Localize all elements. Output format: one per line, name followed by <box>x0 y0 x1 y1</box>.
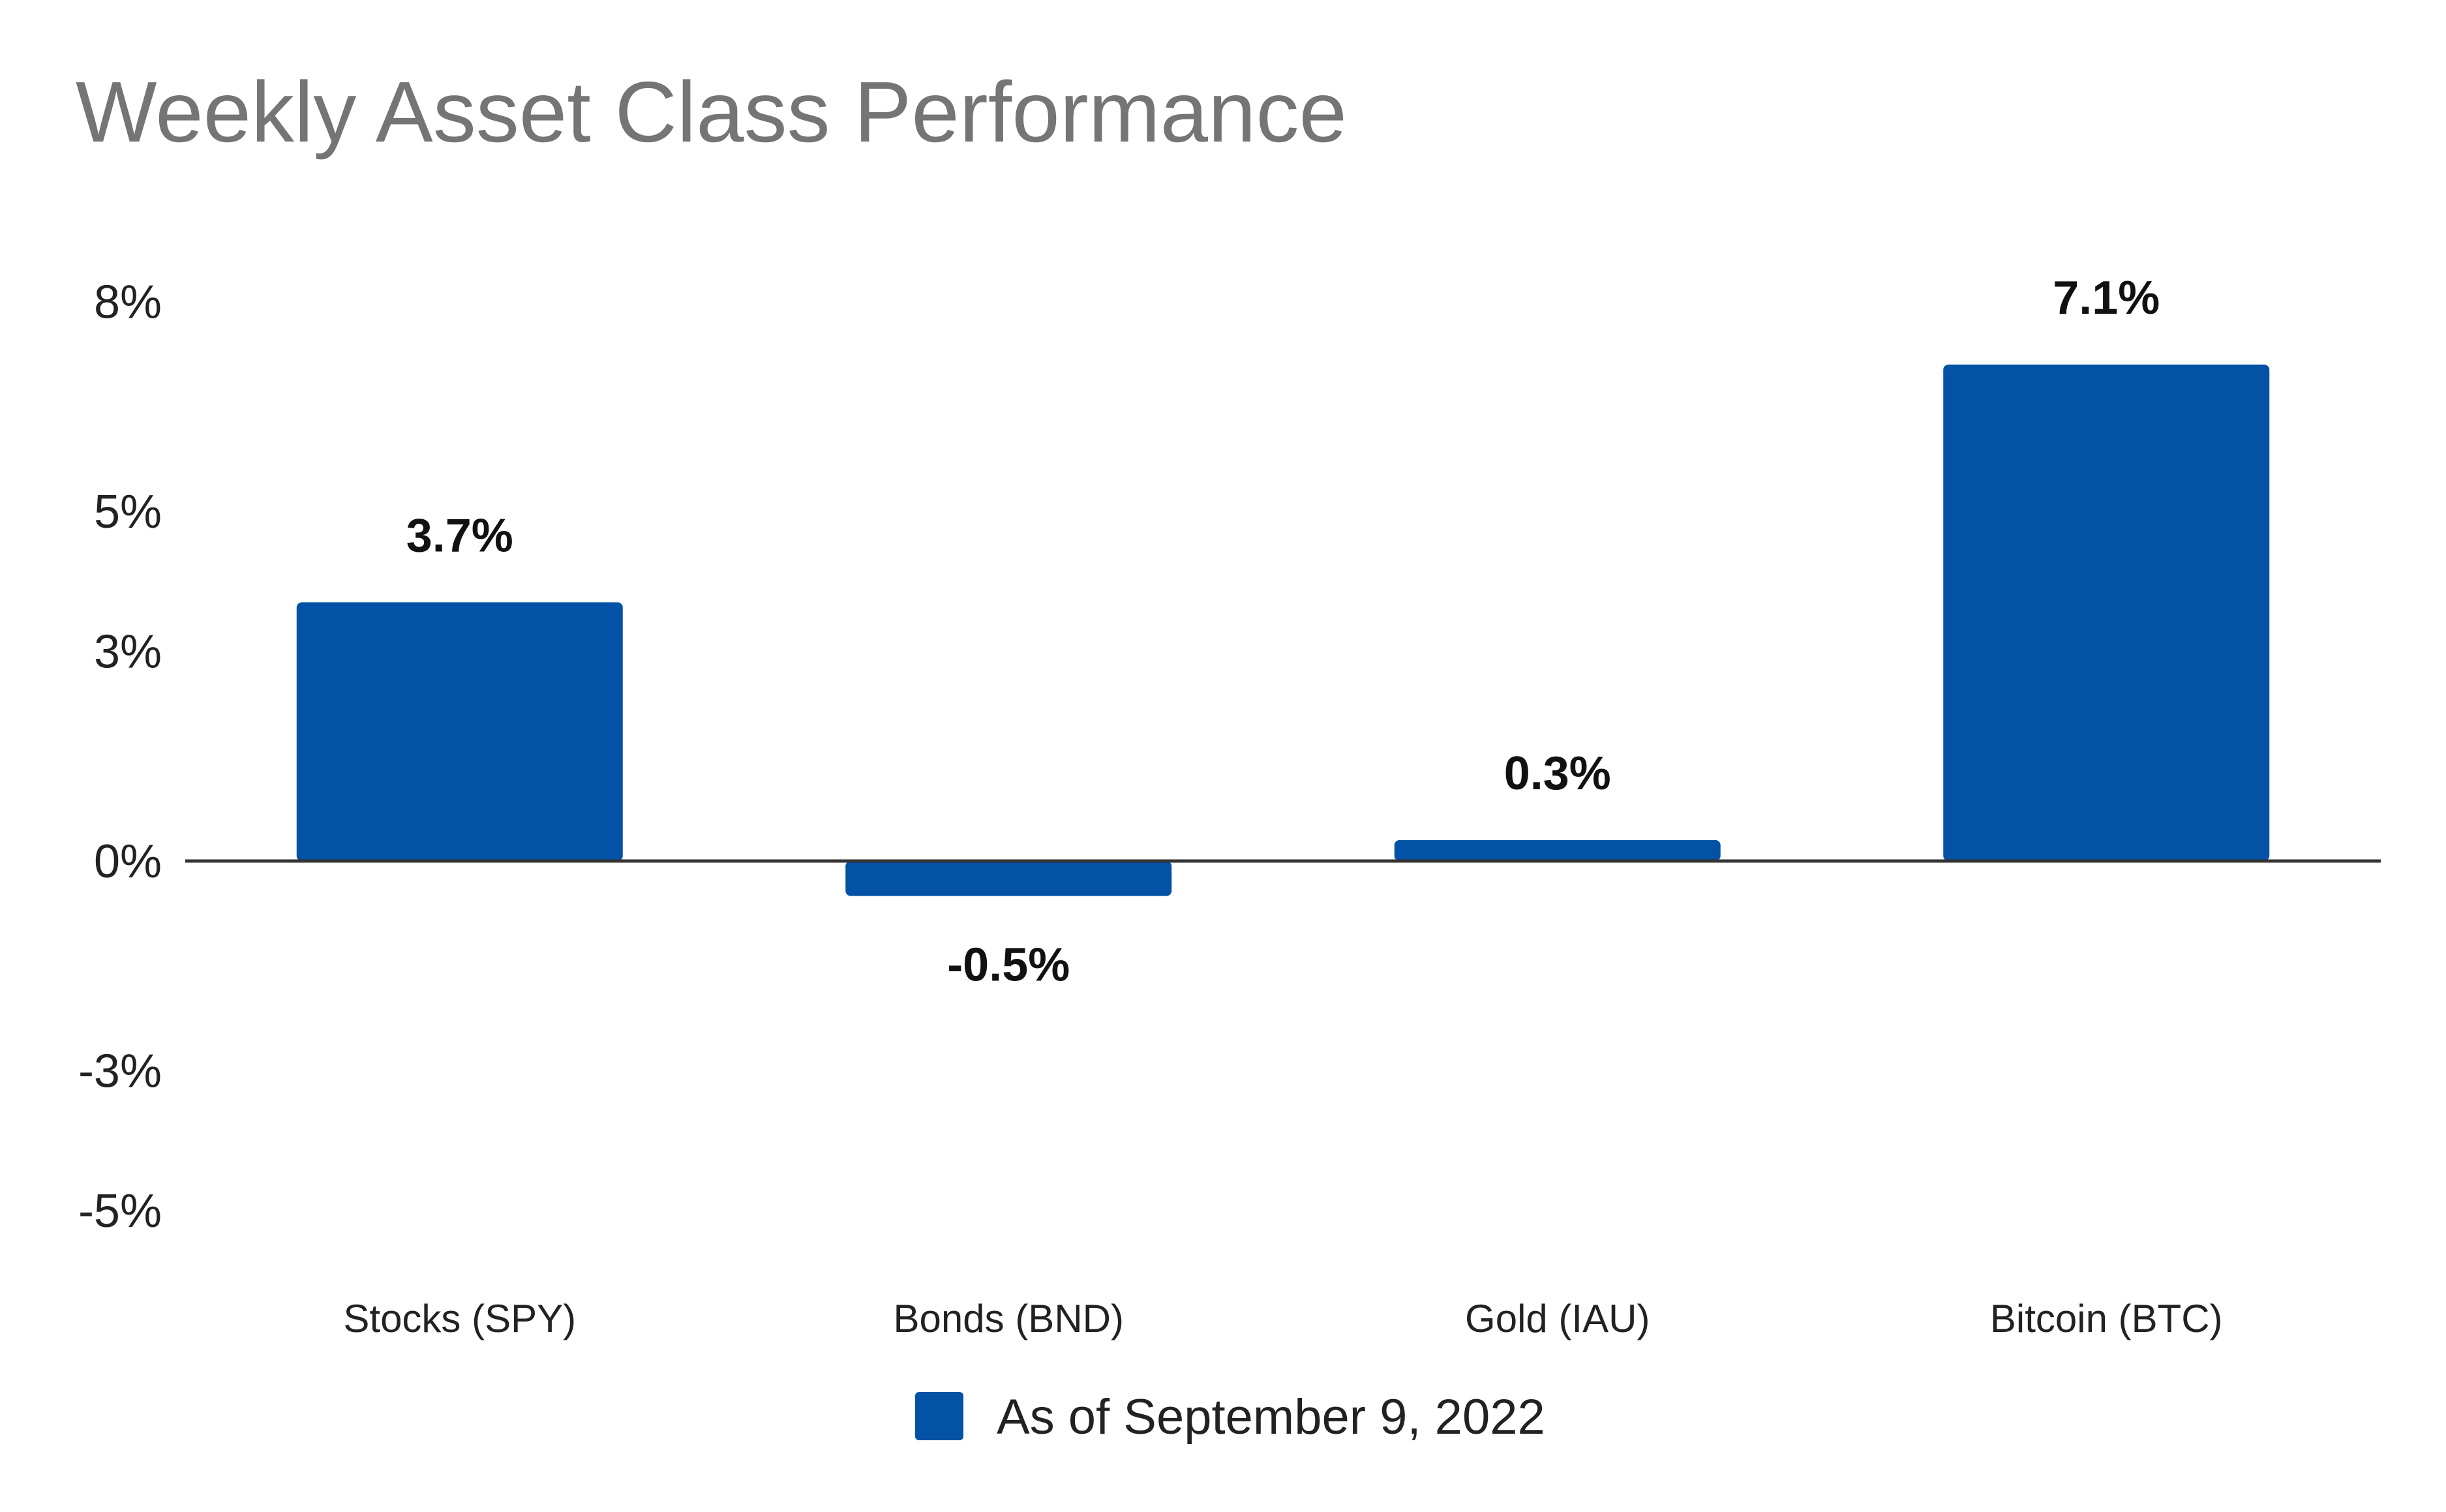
category-label: Bitcoin (BTC) <box>1990 1297 2223 1340</box>
chart-title: Weekly Asset Class Performance <box>76 64 1347 160</box>
category-label: Gold (IAU) <box>1465 1297 1650 1340</box>
legend-label: As of September 9, 2022 <box>997 1389 1545 1445</box>
y-tick-label: 3% <box>94 626 162 678</box>
category-label: Stocks (SPY) <box>343 1297 576 1340</box>
x-axis-category-labels: Stocks (SPY) Bonds (BND) Gold (IAU) Bitcoin… <box>343 1297 2222 1340</box>
bar <box>296 602 623 861</box>
y-axis-tick-labels: 8% 5% 3% 0% -3% -5% <box>78 276 162 1237</box>
data-labels-group: 3.7% -0.5% 0.3% 7.1% <box>406 272 2160 991</box>
y-tick-label: 8% <box>94 276 162 328</box>
bar <box>1943 364 2270 861</box>
category-label: Bonds (BND) <box>894 1297 1124 1340</box>
y-tick-label: 5% <box>94 486 162 538</box>
data-label: -0.5% <box>947 939 1070 991</box>
bar <box>845 861 1172 896</box>
data-label: 3.7% <box>406 509 513 562</box>
bars-group <box>296 364 2270 896</box>
y-tick-label: -5% <box>78 1185 162 1237</box>
legend: As of September 9, 2022 <box>915 1389 1545 1445</box>
legend-swatch <box>915 1392 963 1440</box>
y-tick-label: -3% <box>78 1046 162 1098</box>
data-label: 0.3% <box>1504 748 1611 800</box>
data-label: 7.1% <box>2053 272 2160 324</box>
y-tick-label: 0% <box>94 836 162 888</box>
bar <box>1394 839 1721 861</box>
